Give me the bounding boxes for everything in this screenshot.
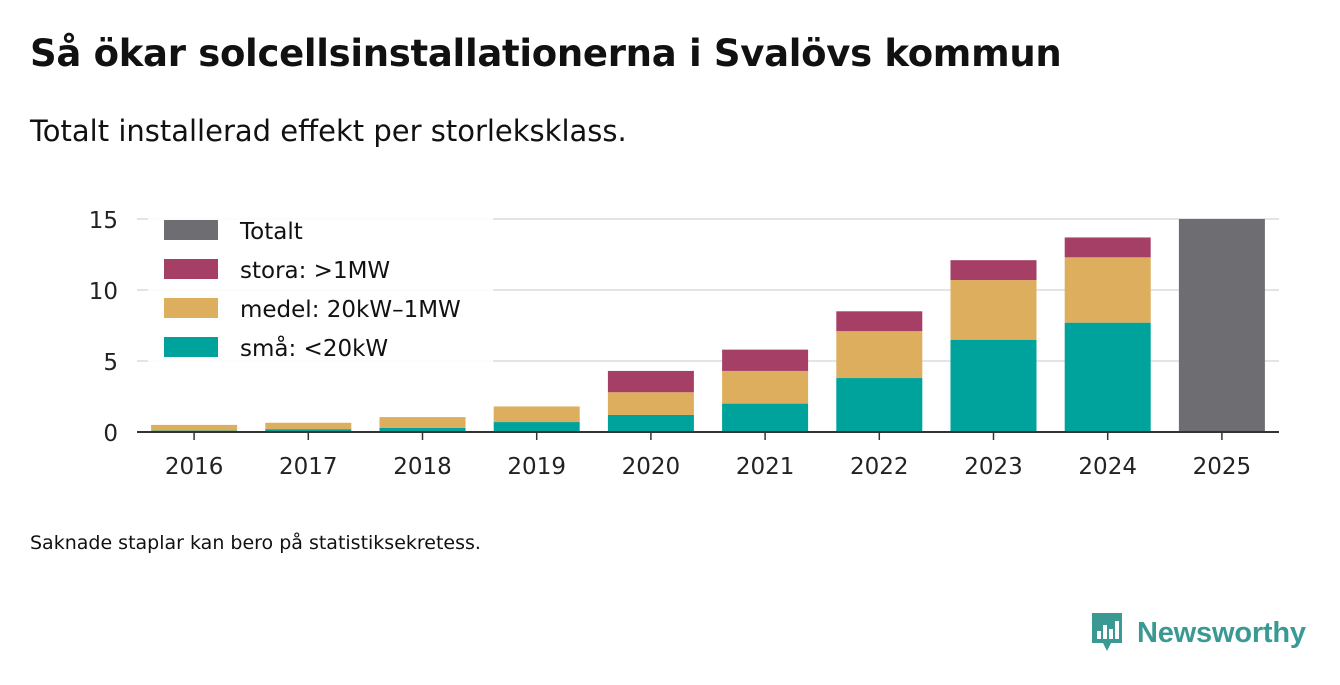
x-tick-label: 2018: [393, 454, 452, 480]
bar-medel-2017: [265, 422, 352, 430]
bar-sma-2023: [950, 339, 1037, 432]
legend-swatch-sma: [164, 337, 218, 357]
bar-stora-2023: [950, 260, 1037, 281]
x-tick-label: 2020: [622, 454, 681, 480]
bar-totalt-2025: [1178, 219, 1265, 432]
y-tick-label: 5: [103, 350, 118, 376]
bar-sma-2024: [1064, 322, 1151, 432]
bar-chart: 0 5 10 15 2016 2017 2018 2019 2020 2021 2022 2023 20…: [89, 208, 1279, 480]
x-tick-label: 2024: [1078, 454, 1137, 480]
footnote: Saknade staplar kan bero på statistiksek…: [30, 532, 481, 554]
y-tick-label: 10: [89, 279, 118, 305]
newsworthy-chart-icon: [1092, 613, 1122, 651]
bar-medel-2019: [493, 406, 580, 423]
bar-stora-2020: [607, 370, 694, 393]
bar-medel-2023: [950, 280, 1037, 340]
legend-label-totalt: Totalt: [239, 219, 303, 245]
bar-sma-2021: [722, 403, 809, 432]
legend-swatch-stora: [164, 259, 218, 279]
x-tick-label: 2016: [165, 454, 224, 480]
legend-label-stora: stora: >1MW: [240, 258, 390, 284]
bar-sma-2022: [836, 378, 923, 432]
bar-medel-2020: [607, 392, 694, 415]
chart-title: Så ökar solcellsinstallationerna i Svalö…: [30, 32, 1062, 75]
bar-medel-2018: [379, 417, 466, 428]
y-tick-label: 15: [89, 208, 118, 234]
x-tick-label: 2021: [736, 454, 795, 480]
legend-swatch-totalt: [164, 220, 218, 240]
bar-medel-2024: [1064, 257, 1151, 323]
x-tick-label: 2023: [964, 454, 1023, 480]
bar-sma-2018: [379, 427, 466, 432]
bar-stora-2021: [722, 349, 809, 371]
x-tick-label: 2019: [507, 454, 566, 480]
x-tick-label: 2022: [850, 454, 909, 480]
legend-label-sma: små: <20kW: [240, 334, 388, 362]
x-tick-label: 2025: [1193, 454, 1252, 480]
bar-stora-2022: [836, 311, 923, 332]
brand-name: Newsworthy: [1137, 616, 1306, 649]
bar-medel-2016: [151, 424, 238, 431]
x-tick-label: 2017: [279, 454, 338, 480]
bar-medel-2022: [836, 331, 923, 379]
chart-subtitle: Totalt installerad effekt per storlekskl…: [30, 114, 627, 148]
bar-sma-2019: [493, 422, 580, 432]
legend-swatch-medel: [164, 298, 218, 318]
newsworthy-logo[interactable]: Newsworthy: [1089, 611, 1306, 655]
bar-medel-2021: [722, 370, 809, 404]
bar-stora-2024: [1064, 237, 1151, 258]
y-tick-label: 0: [103, 421, 118, 447]
bar-sma-2017: [265, 429, 352, 432]
legend-label-medel: medel: 20kW–1MW: [240, 297, 461, 323]
bar-sma-2020: [607, 414, 694, 432]
